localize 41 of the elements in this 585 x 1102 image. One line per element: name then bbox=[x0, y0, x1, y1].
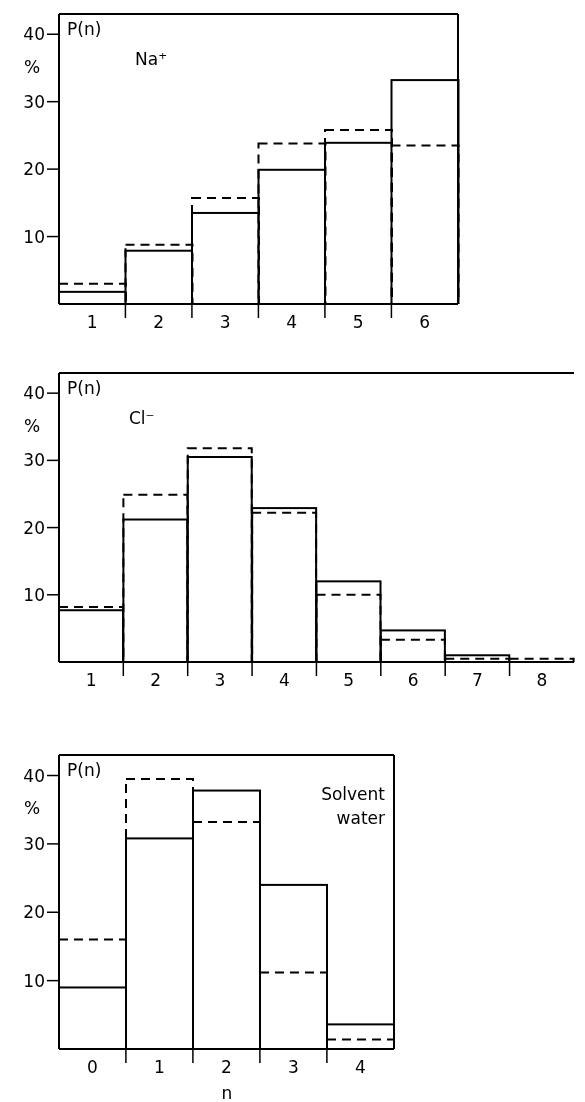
y-tick-label: 10 bbox=[23, 970, 45, 991]
x-tick-label: 8 bbox=[536, 670, 548, 690]
x-tick-label: 6 bbox=[419, 312, 431, 332]
y-tick-label: 40 bbox=[23, 383, 45, 404]
x-tick-label: 2 bbox=[221, 1057, 232, 1077]
y-tick-label: 20 bbox=[23, 159, 45, 180]
y-axis-title: % bbox=[24, 798, 41, 819]
x-tick-label: 2 bbox=[150, 670, 161, 690]
annotation: Solvent water bbox=[321, 784, 385, 828]
x-tick-label: 7 bbox=[472, 670, 483, 690]
x-tick-label: 4 bbox=[286, 312, 298, 332]
x-tick-label: 4 bbox=[278, 670, 290, 690]
y-axis-title: % bbox=[24, 415, 41, 436]
y-tick-label: 20 bbox=[23, 517, 45, 538]
x-tick-label: 0 bbox=[87, 1057, 98, 1077]
x-tick-label: 1 bbox=[154, 1057, 165, 1077]
x-tick-label: 3 bbox=[288, 1057, 299, 1077]
y-tick-label: 40 bbox=[23, 765, 45, 786]
x-tick-label: 1 bbox=[86, 312, 98, 332]
x-tick-label: 3 bbox=[219, 312, 231, 332]
x-axis-title: n bbox=[221, 1083, 233, 1102]
x-tick-label: 1 bbox=[85, 670, 97, 690]
annotation: P(n) bbox=[67, 19, 102, 39]
y-tick-label: 30 bbox=[23, 450, 45, 471]
x-tick-label: 2 bbox=[153, 312, 165, 332]
y-tick-label: 10 bbox=[23, 226, 45, 247]
annotation: Cl⁻ bbox=[129, 408, 155, 428]
annotation: P(n) bbox=[67, 760, 102, 780]
x-tick-label: 5 bbox=[352, 312, 364, 332]
y-tick-label: 30 bbox=[23, 91, 45, 112]
y-tick-label: 10 bbox=[23, 584, 45, 605]
y-axis-title: % bbox=[24, 56, 41, 77]
y-tick-label: 20 bbox=[23, 902, 45, 923]
x-tick-label: 4 bbox=[355, 1057, 366, 1077]
y-tick-label: 40 bbox=[23, 24, 45, 45]
x-tick-label: 6 bbox=[407, 670, 419, 690]
x-tick-label: 3 bbox=[214, 670, 226, 690]
annotation: Na⁺ bbox=[135, 49, 168, 69]
y-tick-label: 30 bbox=[23, 833, 45, 854]
x-tick-label: 5 bbox=[343, 670, 355, 690]
annotation: P(n) bbox=[67, 378, 102, 398]
